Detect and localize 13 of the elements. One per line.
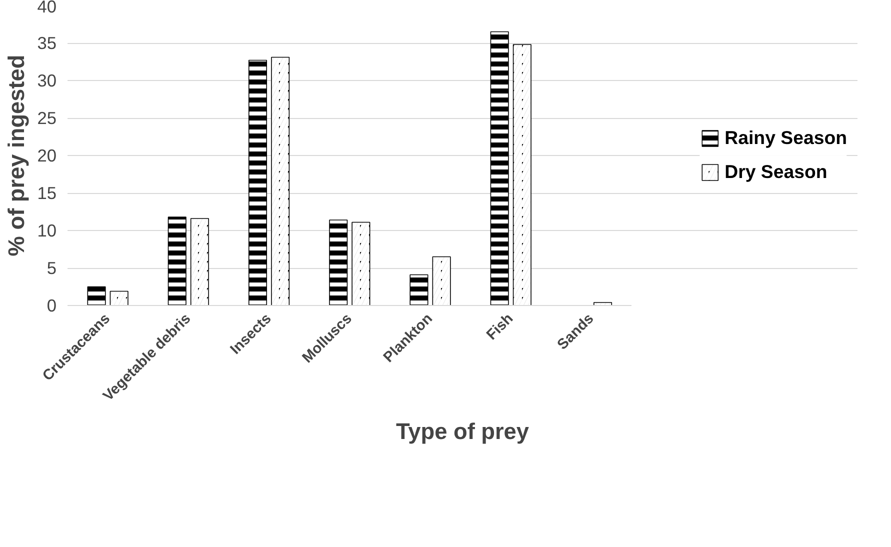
y-tick-label: 0 [46,296,57,316]
y-tick-label: 35 [37,33,57,53]
legend-label: Dry Season [724,161,828,183]
y-tick-label: 40 [37,0,57,16]
y-tick-label: 25 [37,108,57,128]
y-tick-label: 30 [37,70,57,90]
x-axis-title: Type of prey [396,418,530,444]
y-tick-label: 10 [37,220,57,240]
y-tick-label: 5 [46,258,57,278]
y-tick-label: 15 [37,183,57,203]
legend-label: Rainy Season [724,127,847,149]
y-axis-title: % of prey ingested [3,54,30,256]
y-tick-label: 20 [37,146,57,166]
